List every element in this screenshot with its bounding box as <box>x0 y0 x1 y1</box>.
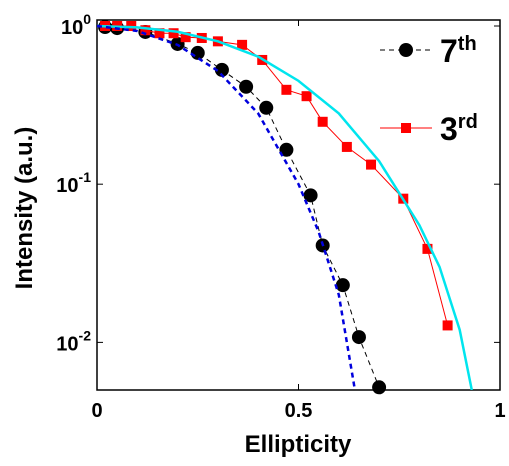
plot-frame <box>96 19 501 391</box>
legend-number: 3 <box>440 111 458 147</box>
y-tick-base: 10 <box>61 17 83 39</box>
y-tick-exponent: 0 <box>83 11 91 27</box>
marker <box>303 188 318 203</box>
y-tick-base: 10 <box>56 333 78 355</box>
marker <box>366 159 377 170</box>
marker <box>351 330 366 345</box>
marker <box>422 243 433 254</box>
x-tick-label: 0 <box>91 400 102 422</box>
marker <box>168 28 179 39</box>
legend-marker <box>399 43 413 57</box>
legend-number: 7 <box>440 33 458 69</box>
marker <box>239 79 254 94</box>
series-line <box>97 24 357 390</box>
y-tick-exponent: -2 <box>79 327 92 343</box>
marker <box>281 84 292 95</box>
legend-marker <box>401 123 411 133</box>
y-tick-label: 10-1 <box>56 169 91 197</box>
legend-label: 3rd <box>440 111 478 147</box>
series-line <box>97 24 474 390</box>
legend-suffix: th <box>458 33 477 55</box>
marker <box>259 100 274 115</box>
series-line <box>105 25 449 326</box>
y-tick-label: 10-2 <box>56 327 91 355</box>
x-axis-title: Ellipticity <box>245 431 352 458</box>
marker <box>180 32 191 43</box>
y-tick-base: 10 <box>56 175 78 197</box>
y-tick-exponent: -1 <box>79 169 92 185</box>
marker <box>301 91 312 102</box>
marker <box>190 45 205 60</box>
marker <box>442 320 453 331</box>
marker <box>237 39 248 50</box>
marker <box>317 116 328 127</box>
marker <box>341 141 352 152</box>
x-tick-label: 0.5 <box>285 400 313 422</box>
x-tick-label: 1 <box>494 400 505 422</box>
y-tick-label: 100 <box>61 11 91 39</box>
marker <box>372 380 387 395</box>
marker <box>214 62 229 77</box>
marker <box>140 25 151 36</box>
marker <box>335 278 350 293</box>
legend-suffix: rd <box>458 111 478 133</box>
y-axis-title: Intensity (a.u.) <box>11 127 38 290</box>
legend-label: 7th <box>440 33 477 69</box>
marker <box>154 28 165 39</box>
marker <box>279 142 294 157</box>
